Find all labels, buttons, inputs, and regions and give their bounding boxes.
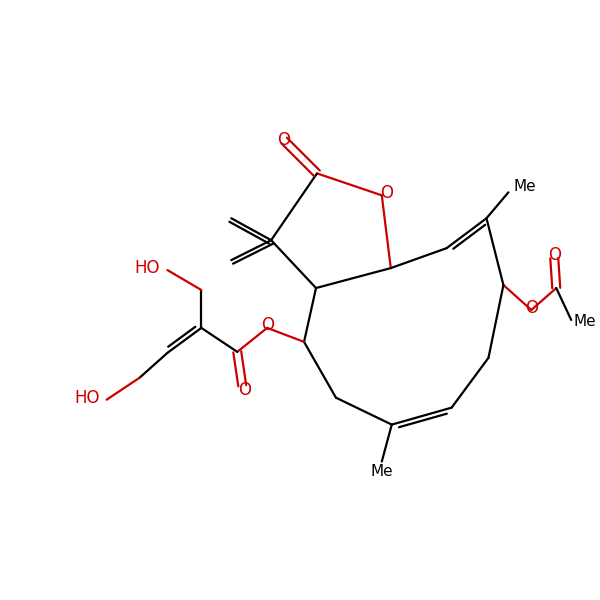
Text: O: O [380, 184, 393, 202]
Text: O: O [238, 381, 251, 399]
Text: O: O [260, 316, 274, 334]
Text: Me: Me [514, 179, 536, 194]
Text: HO: HO [134, 259, 160, 277]
Text: O: O [278, 131, 290, 149]
Text: HO: HO [74, 389, 100, 407]
Text: O: O [548, 246, 561, 264]
Text: O: O [525, 299, 538, 317]
Text: Me: Me [573, 314, 596, 329]
Text: Me: Me [370, 464, 393, 479]
